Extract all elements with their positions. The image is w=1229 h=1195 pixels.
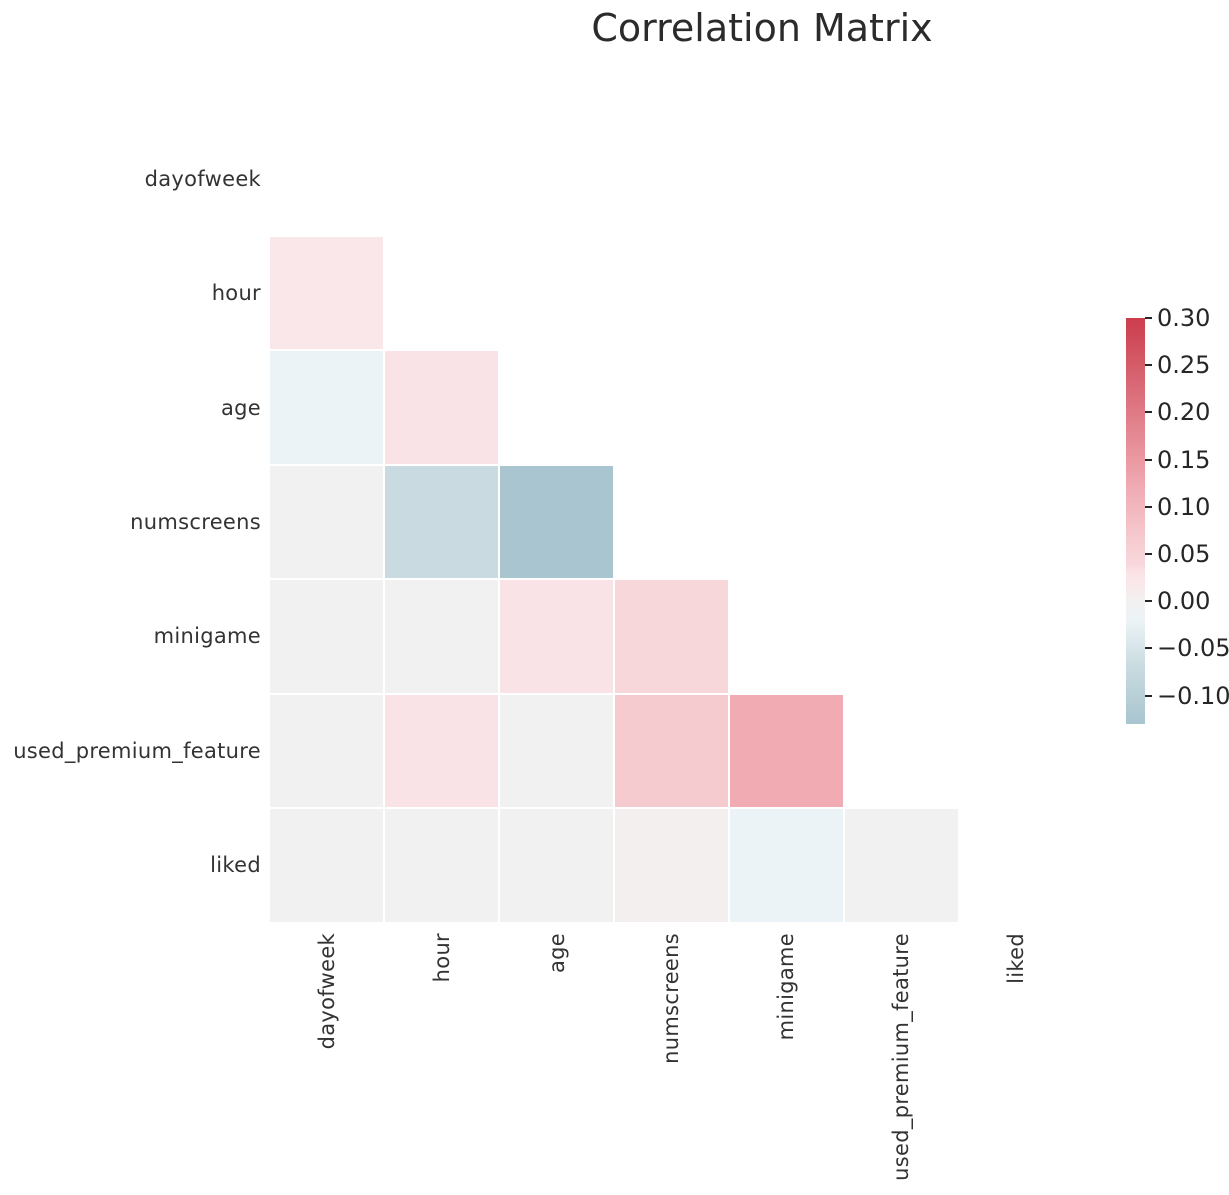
masked-cell (730, 122, 843, 235)
heatmap-cell-age-dayofweek (270, 351, 383, 464)
colorbar-tick (1145, 600, 1152, 603)
colorbar-tick (1145, 553, 1152, 556)
x-tick-label-hour: hour (385, 933, 500, 1195)
heatmap-cell-minigame-dayofweek (270, 580, 383, 693)
heatmap-cell-minigame-age (500, 580, 613, 693)
heatmap-cell-used_premium_feature-minigame (730, 694, 843, 808)
heatmap-cell-used_premium_feature-age (500, 694, 613, 808)
x-tick-label-liked: liked (958, 933, 1073, 1195)
heatmap-grid (270, 122, 1073, 922)
y-tick-label-numscreens: numscreens (130, 509, 261, 534)
x-tick-label-minigame: minigame (729, 933, 844, 1195)
heatmap-cell-minigame-hour (385, 580, 498, 693)
colorbar-tick (1145, 364, 1152, 367)
colorbar-tick-label: −0.05 (1157, 634, 1229, 663)
masked-cell (500, 236, 613, 350)
heatmap-cell-liked-dayofweek (270, 809, 383, 922)
x-tick-label-text: dayofweek (315, 933, 340, 1050)
masked-cell (845, 694, 958, 808)
masked-cell (960, 236, 1073, 350)
heatmap-cell-liked-minigame (730, 809, 843, 922)
masked-cell (845, 351, 958, 464)
masked-cell (960, 122, 1073, 235)
masked-cell (385, 236, 498, 350)
masked-cell (270, 122, 383, 235)
masked-cell (960, 809, 1073, 922)
colorbar-tick-label: 0.30 (1157, 304, 1211, 332)
colorbar-tick (1145, 694, 1152, 697)
x-tick-label-text: numscreens (659, 933, 684, 1064)
x-tick-label-text: minigame (774, 933, 799, 1041)
masked-cell (845, 122, 958, 235)
colorbar-tick-label: 0.00 (1157, 587, 1211, 616)
masked-cell (960, 694, 1073, 808)
chart-title: Correlation Matrix (591, 6, 933, 50)
colorbar-tick-label: 0.10 (1157, 492, 1211, 521)
colorbar-tick (1145, 411, 1152, 414)
colorbar-tick (1145, 458, 1152, 461)
x-tick-label-age: age (499, 933, 614, 1195)
x-tick-label-dayofweek: dayofweek (270, 933, 385, 1195)
masked-cell (730, 465, 843, 579)
heatmap-cell-minigame-numscreens (615, 580, 728, 693)
heatmap-cell-used_premium_feature-numscreens (615, 694, 728, 808)
colorbar-tick-label: 0.05 (1157, 540, 1211, 569)
heatmap-cell-numscreens-hour (385, 465, 498, 579)
colorbar: 0.30 0.25 0.20 0.15 0.10 0.05 0.00 −0.05 −0.10 (1126, 304, 1229, 724)
masked-cell (385, 122, 498, 235)
masked-cell (615, 465, 728, 579)
x-tick-label-text: liked (1003, 933, 1028, 984)
heatmap-cell-used_premium_feature-dayofweek (270, 694, 383, 808)
colorbar-tick (1145, 647, 1152, 650)
heatmap-cell-used_premium_feature-hour (385, 694, 498, 808)
heatmap-cell-age-hour (385, 351, 498, 464)
heatmap-cell-liked-numscreens (615, 809, 728, 922)
colorbar-tick (1145, 317, 1152, 319)
masked-cell (615, 236, 728, 350)
heatmap-cell-liked-used_premium_feature (845, 809, 958, 922)
x-tick-label-text: used_premium_feature (888, 933, 913, 1181)
masked-cell (500, 122, 613, 235)
y-tick-label-liked: liked (210, 852, 261, 877)
masked-cell (730, 580, 843, 693)
x-tick-label-numscreens: numscreens (614, 933, 729, 1195)
x-tick-label-text: hour (430, 933, 455, 983)
colorbar-tick (1145, 505, 1152, 508)
y-tick-label-hour: hour (211, 281, 261, 306)
colorbar-tick-label: 0.15 (1157, 445, 1211, 474)
heatmap-cell-liked-hour (385, 809, 498, 922)
masked-cell (845, 580, 958, 693)
masked-cell (615, 122, 728, 235)
masked-cell (500, 351, 613, 464)
y-tick-label-minigame: minigame (153, 624, 261, 649)
colorbar-tick-label: 0.20 (1157, 398, 1211, 427)
colorbar-tick-label: 0.25 (1157, 351, 1211, 380)
masked-cell (730, 351, 843, 464)
heatmap-cell-liked-age (500, 809, 613, 922)
masked-cell (845, 236, 958, 350)
x-tick-label-used_premium_feature: used_premium_feature (844, 933, 959, 1195)
colorbar-gradient (1126, 318, 1145, 724)
masked-cell (960, 580, 1073, 693)
masked-cell (960, 351, 1073, 464)
y-tick-label-used_premium_feature: used_premium_feature (13, 738, 261, 763)
heatmap-cell-numscreens-dayofweek (270, 465, 383, 579)
y-tick-label-dayofweek: dayofweek (144, 167, 261, 192)
masked-cell (615, 351, 728, 464)
heatmap-cell-numscreens-age (500, 465, 613, 579)
y-tick-label-age: age (220, 395, 261, 420)
heatmap-cell-hour-dayofweek (270, 236, 383, 350)
colorbar-tick-label: −0.10 (1157, 681, 1229, 710)
masked-cell (960, 465, 1073, 579)
masked-cell (845, 465, 958, 579)
x-tick-label-text: age (544, 933, 569, 974)
masked-cell (730, 236, 843, 350)
